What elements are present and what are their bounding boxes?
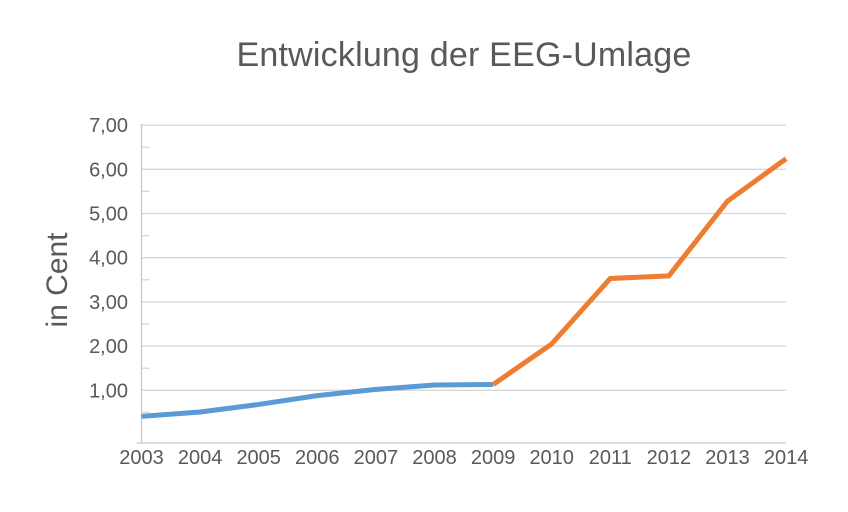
x-tick-label: 2012 [647, 447, 692, 469]
x-tick-label: 2009 [471, 447, 516, 469]
x-tick-label: 2005 [236, 447, 281, 469]
x-tick-label: 2003 [119, 447, 164, 469]
x-tick-label: 2013 [705, 447, 750, 469]
x-tick-label: 2004 [178, 447, 223, 469]
y-tick-label: 6,00 [89, 159, 128, 181]
chart-title: Entwicklung der EEG-Umlage [236, 36, 692, 74]
x-tick-label: 2008 [412, 447, 457, 469]
y-tick-label: 5,00 [89, 204, 128, 226]
series-line-orange-2009-2014 [491, 156, 788, 387]
x-tick-label: 2006 [295, 447, 340, 469]
x-tick-label: 2014 [764, 447, 809, 469]
y-tick-label: 2,00 [89, 336, 128, 358]
x-tick-label: 2010 [529, 447, 574, 469]
y-tick-label: 3,00 [89, 292, 128, 314]
y-tick-label: 1,00 [89, 380, 128, 402]
x-tick-label: 2007 [354, 447, 399, 469]
series-line-blue-2003-2009 [141, 382, 494, 419]
y-tick-label: 7,00 [89, 115, 128, 137]
y-tick-label: 4,00 [89, 248, 128, 270]
x-tick-label: 2011 [589, 447, 632, 469]
